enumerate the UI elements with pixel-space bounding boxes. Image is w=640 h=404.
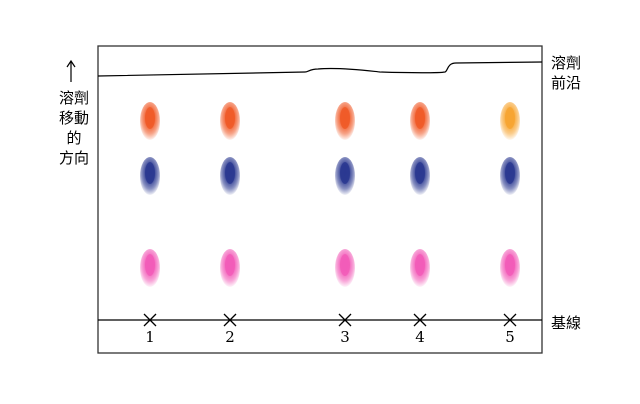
origin-mark-icon	[223, 313, 237, 327]
direction-label-line: 的	[66, 129, 82, 147]
lane-number: 4	[415, 328, 425, 346]
lane-2: 2	[220, 102, 240, 346]
lane-number: 5	[505, 328, 515, 346]
origin-mark-icon	[143, 313, 157, 327]
spot-core	[225, 107, 235, 129]
direction-label: 溶劑 移動 的 方向	[52, 88, 96, 168]
spot-core	[415, 254, 425, 276]
lane-number: 2	[225, 328, 235, 346]
lanes: 1 2 3 4 5	[140, 102, 520, 346]
spot-core	[340, 254, 350, 276]
plate-border	[97, 45, 543, 354]
spot-core	[225, 254, 235, 276]
direction-label-line: 溶劑	[58, 89, 89, 107]
up-arrow-icon	[66, 59, 76, 82]
spot-core	[340, 107, 350, 129]
lane-number: 1	[145, 328, 155, 346]
origin-mark-icon	[503, 313, 517, 327]
direction-label-line: 方向	[58, 149, 89, 167]
lane-4: 4	[410, 102, 430, 346]
spot-core	[225, 162, 235, 184]
spot-core	[340, 162, 350, 184]
lane-1: 1	[140, 102, 160, 346]
spot-core	[505, 254, 515, 276]
lane-5: 5	[500, 102, 520, 346]
lane-3: 3	[335, 102, 355, 346]
solvent-front-line	[97, 61, 543, 77]
lane-number: 3	[340, 328, 350, 346]
spot-core	[145, 254, 155, 276]
direction-label-line: 移動	[58, 109, 89, 127]
solvent-front-label: 溶劑 前沿	[551, 53, 591, 93]
spot-core	[505, 162, 515, 184]
solvent-front-label-line: 溶劑	[551, 54, 582, 72]
spot-core	[145, 107, 155, 129]
baseline-label: 基線	[551, 314, 582, 332]
spot-core	[145, 162, 155, 184]
origin-mark-icon	[338, 313, 352, 327]
spot-core	[505, 107, 515, 129]
spot-core	[415, 162, 425, 184]
origin-mark-icon	[413, 313, 427, 327]
spot-core	[415, 107, 425, 129]
solvent-front-label-line: 前沿	[551, 74, 582, 92]
